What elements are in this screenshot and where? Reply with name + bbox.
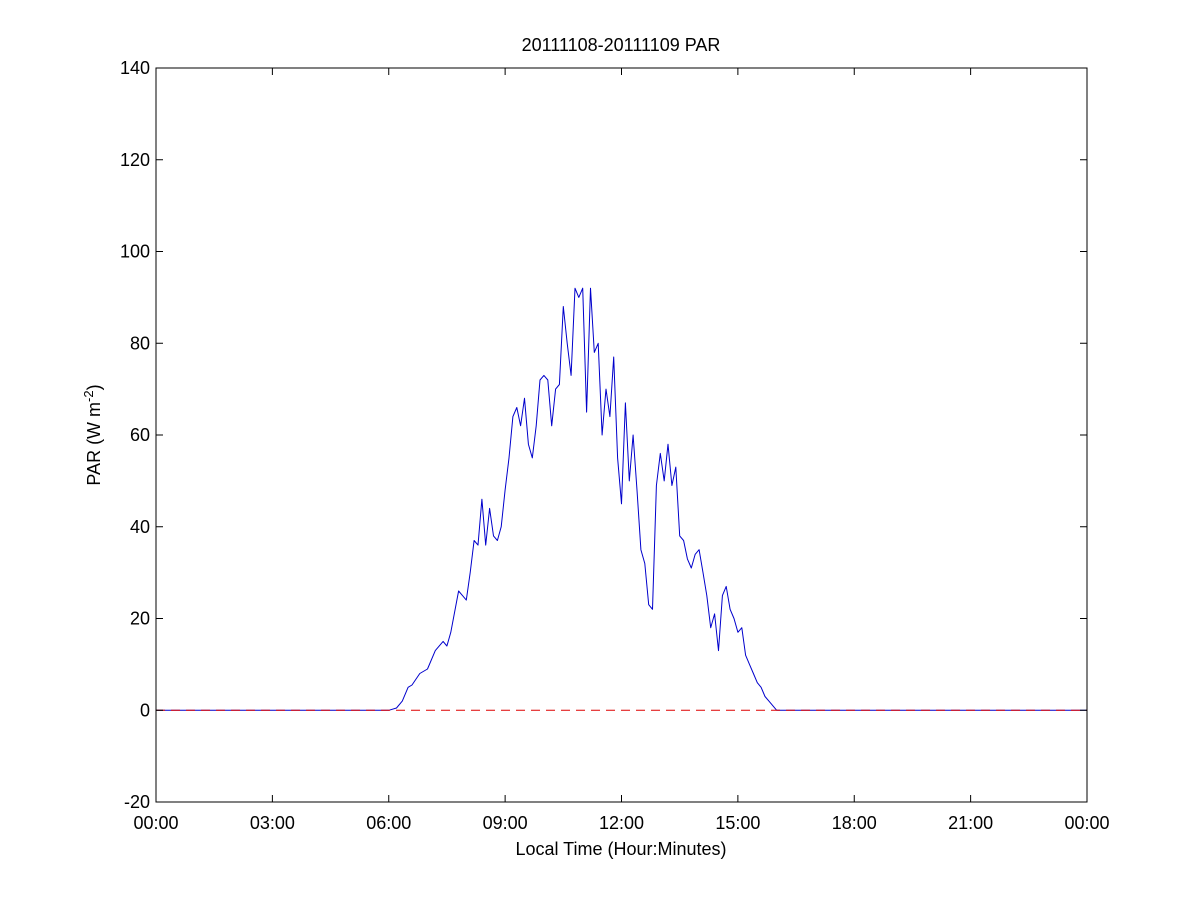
y-axis-label-close: )	[84, 384, 104, 390]
y-tick-label: 40	[130, 517, 150, 537]
x-tick-label: 00:00	[1064, 813, 1109, 833]
axes-box	[155, 67, 1088, 803]
x-tick-label: 21:00	[948, 813, 993, 833]
y-axis-label: PAR (W m-2)	[81, 384, 104, 485]
y-tick-label: 120	[120, 150, 150, 170]
y-axis-label-superscript: -2	[81, 390, 96, 402]
x-tick-label: 09:00	[483, 813, 528, 833]
y-tick-label: 0	[140, 700, 150, 720]
x-tick-label: 15:00	[715, 813, 760, 833]
x-axis-label: Local Time (Hour:Minutes)	[515, 839, 726, 859]
par-series-line	[156, 287, 1087, 711]
x-tick-label: 12:00	[599, 813, 644, 833]
x-tick-label: 03:00	[250, 813, 295, 833]
y-tick-label: 60	[130, 425, 150, 445]
chart-title: 20111108-20111109 PAR	[522, 35, 721, 55]
x-tick-label: 18:00	[832, 813, 877, 833]
y-tick-label: 20	[130, 609, 150, 629]
x-tick-label: 06:00	[366, 813, 411, 833]
y-tick-label: 100	[120, 242, 150, 262]
tick-layer: 00:00 03:00 06:00 09:00 12:00 15:00 18:00 21:00…	[120, 58, 1110, 833]
y-axis-label-text: PAR (W m	[84, 402, 104, 486]
series-layer	[156, 287, 1087, 711]
plot-area	[156, 68, 1087, 802]
y-tick-label: -20	[124, 792, 150, 812]
x-tick-label: 00:00	[133, 813, 178, 833]
y-tick-label: 80	[130, 333, 150, 353]
y-tick-label: 140	[120, 58, 150, 78]
